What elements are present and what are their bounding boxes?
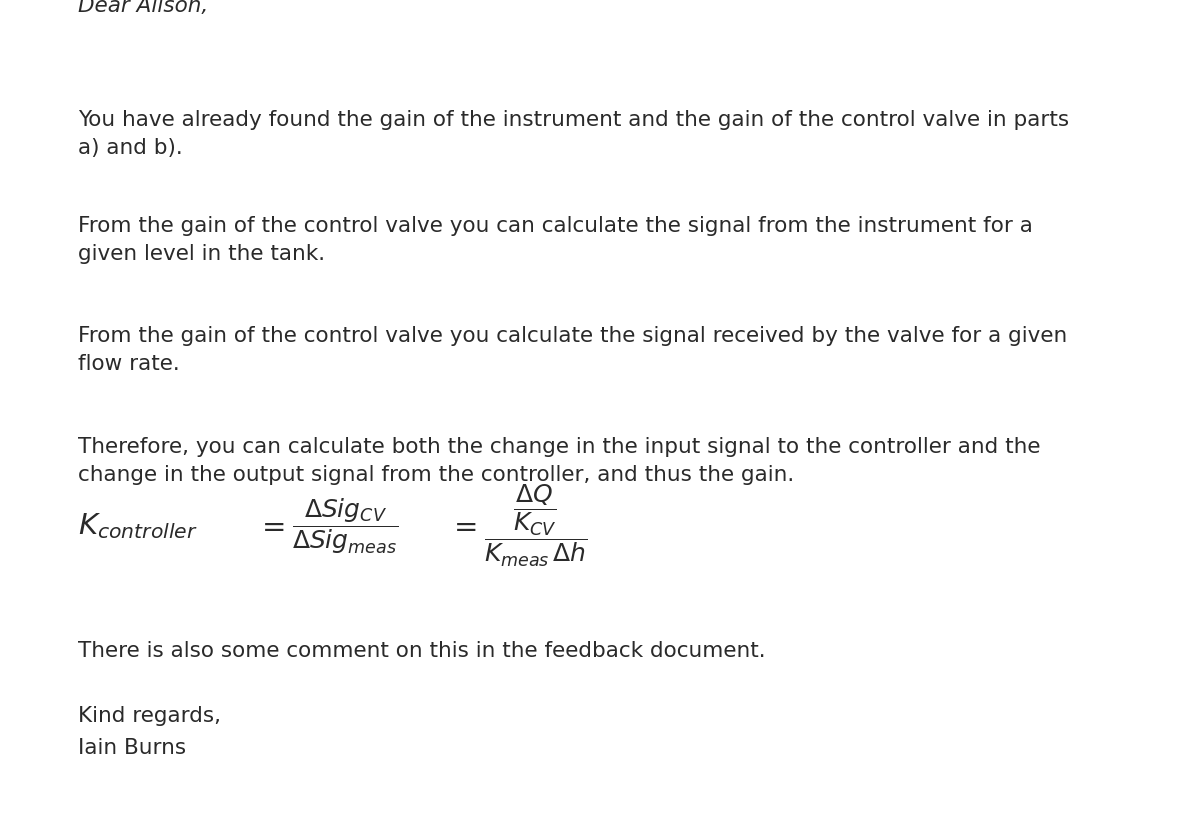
Text: Therefore, you can calculate both the change in the input signal to the controll: Therefore, you can calculate both the ch… [78, 437, 1040, 485]
Text: There is also some comment on this in the feedback document.: There is also some comment on this in th… [78, 641, 766, 661]
Text: $=$: $=$ [448, 512, 476, 540]
Text: $=$: $=$ [256, 512, 284, 540]
Text: $\dfrac{\Delta \mathit{Sig}_{\mathit{CV}}}{\Delta \mathit{Sig}_{\mathit{meas}}}$: $\dfrac{\Delta \mathit{Sig}_{\mathit{CV}… [292, 496, 397, 557]
Text: From the gain of the control valve you can calculate the signal from the instrum: From the gain of the control valve you c… [78, 216, 1033, 264]
Text: From the gain of the control valve you calculate the signal received by the valv: From the gain of the control valve you c… [78, 326, 1067, 375]
Text: $\dfrac{\dfrac{\Delta Q}{\mathit{K}_{\mathit{CV}}}}{\mathit{K}_{\mathit{meas}}\,: $\dfrac{\dfrac{\Delta Q}{\mathit{K}_{\ma… [484, 483, 587, 570]
Text: Kind regards,: Kind regards, [78, 706, 221, 726]
Text: You have already found the gain of the instrument and the gain of the control va: You have already found the gain of the i… [78, 110, 1069, 158]
Text: Iain Burns: Iain Burns [78, 738, 186, 759]
Text: Dear Alison,: Dear Alison, [78, 0, 209, 16]
Text: $\mathit{K}_{\mathit{controller}}$: $\mathit{K}_{\mathit{controller}}$ [78, 512, 198, 541]
